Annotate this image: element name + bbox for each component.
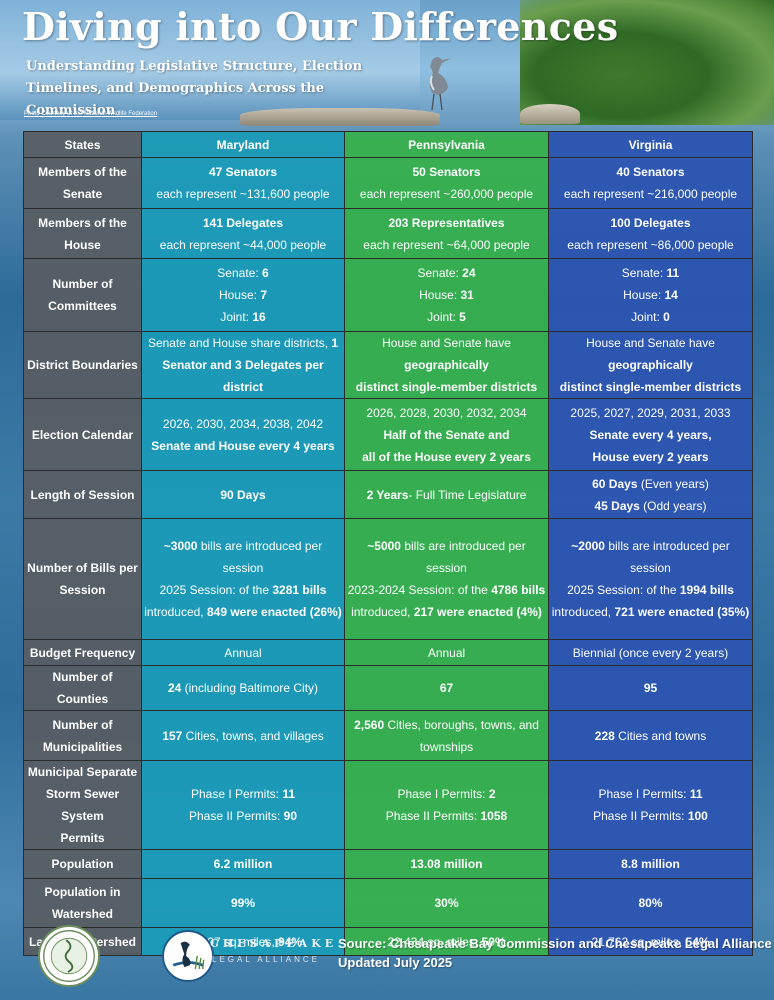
cell-pa: 2026, 2028, 2030, 2032, 2034 Half of the … bbox=[344, 398, 549, 471]
legal-alliance-subtitle: LEGAL ALLIANCE bbox=[212, 955, 320, 964]
cell-md: 90 Days bbox=[141, 470, 345, 519]
row-label: Election Calendar bbox=[23, 398, 142, 471]
comparison-table: States Maryland Pennsylvania Virginia Me… bbox=[23, 131, 753, 956]
row-label: District Boundaries bbox=[23, 331, 142, 399]
header-virginia: Virginia bbox=[548, 131, 753, 158]
heron-illustration bbox=[429, 57, 452, 111]
cell-md: 6.2 million bbox=[141, 849, 345, 879]
row-label: Population in Watershed bbox=[23, 878, 142, 928]
table-row: Election Calendar 2026, 2030, 2034, 2038… bbox=[23, 398, 753, 471]
row-label: Number of Counties bbox=[23, 665, 142, 711]
cell-pa: Phase I Permits: 2 Phase II Permits: 1058 bbox=[344, 760, 549, 850]
table-row: Members of the House 141 Delegates each re… bbox=[23, 208, 753, 259]
header-maryland: Maryland bbox=[141, 131, 345, 158]
cell-md: 157 Cities, towns, and villages bbox=[141, 710, 345, 761]
rock-outcrop-right bbox=[520, 104, 580, 124]
cell-pa: Senate: 24 House: 31 Joint: 5 bbox=[344, 258, 549, 332]
cell-md: 141 Delegates each represent ~44,000 peop… bbox=[141, 208, 345, 259]
cell-va: ~2000 bills are introduced per session 2… bbox=[548, 518, 753, 640]
cell-pa: 50 Senators each represent ~260,000 peopl… bbox=[344, 157, 549, 209]
page-subtitle: Understanding Legislative Structure, Ele… bbox=[26, 56, 406, 122]
legal-alliance-logo bbox=[162, 930, 214, 982]
source-note: Source: Chesapeake Bay Commission and Ch… bbox=[338, 934, 772, 972]
cell-pa: 2 Years- Full Time Legislature bbox=[344, 470, 549, 519]
cell-md: Senate and House share districts, 1 Senat… bbox=[141, 331, 345, 399]
cell-va: 228 Cities and towns bbox=[548, 710, 753, 761]
updated-line: Updated July 2025 bbox=[338, 955, 453, 970]
table-row: Length of Session 90 Days 2 Years- Full … bbox=[23, 470, 753, 519]
row-label: Population bbox=[23, 849, 142, 879]
rock-outcrop bbox=[240, 108, 440, 126]
cell-md: 2026, 2030, 2034, 2038, 2042 Senate and H… bbox=[141, 398, 345, 471]
subtitle-line: Understanding Legislative Structure, Ele… bbox=[26, 59, 363, 74]
cell-va: 2025, 2027, 2029, 2031, 2033 Senate every… bbox=[548, 398, 753, 471]
cell-pa: Annual bbox=[344, 639, 549, 666]
cell-va: 60 Days (Even years) 45 Days (Odd years) bbox=[548, 470, 753, 519]
commission-seal-logo bbox=[38, 925, 100, 987]
cell-pa: 203 Representatives each represent ~64,00… bbox=[344, 208, 549, 259]
photo-credit-link[interactable]: Photo Courtesy of the National Wildlife … bbox=[24, 111, 158, 117]
table-row: Number of Committees Senate: 6 House: 7 J… bbox=[23, 258, 753, 332]
cell-va: 80% bbox=[548, 878, 753, 928]
cell-va: Phase I Permits: 11 Phase II Permits: 100 bbox=[548, 760, 753, 850]
row-label: Members of the Senate bbox=[23, 157, 142, 209]
table-row: Population in Watershed 99% 30% 80% bbox=[23, 878, 753, 928]
table-row: Number of Municipalities 157 Cities, town… bbox=[23, 710, 753, 761]
table-row: District Boundaries Senate and House sha… bbox=[23, 331, 753, 399]
row-label: Municipal Separate Storm Sewer System Perm… bbox=[23, 760, 142, 850]
header-pennsylvania: Pennsylvania bbox=[344, 131, 549, 158]
cell-va: House and Senate have geographically dist… bbox=[548, 331, 753, 399]
cell-va: 40 Senators each represent ~216,000 peopl… bbox=[548, 157, 753, 209]
cell-md: Annual bbox=[141, 639, 345, 666]
cell-md: Phase I Permits: 11 Phase II Permits: 90 bbox=[141, 760, 345, 850]
table-row: Number of Bills per Session ~3000 bills a… bbox=[23, 518, 753, 640]
cell-md: Senate: 6 House: 7 Joint: 16 bbox=[141, 258, 345, 332]
row-label: Length of Session bbox=[23, 470, 142, 519]
cell-pa: ~5000 bills are introduced per session 2… bbox=[344, 518, 549, 640]
cell-md: 99% bbox=[141, 878, 345, 928]
cell-va: 21,762 sq. miles, 54% bbox=[548, 927, 753, 956]
cell-pa: 30% bbox=[344, 878, 549, 928]
header-states: States bbox=[23, 131, 142, 158]
cell-va: Biennial (once every 2 years) bbox=[548, 639, 753, 666]
row-label: Number of Committees bbox=[23, 258, 142, 332]
table-row: Municipal Separate Storm Sewer System Perm… bbox=[23, 760, 753, 850]
cell-va: 95 bbox=[548, 665, 753, 711]
table-row: Number of Counties 24 (including Baltimo… bbox=[23, 665, 753, 711]
table-row: Members of the Senate 47 Senators each rep… bbox=[23, 157, 753, 209]
table-row: Budget Frequency Annual Annual Biennial … bbox=[23, 639, 753, 666]
cell-pa: House and Senate have geographically dist… bbox=[344, 331, 549, 399]
row-label: Members of the House bbox=[23, 208, 142, 259]
table-row: Population 6.2 million 13.08 million 8.8… bbox=[23, 849, 753, 879]
cell-md: ~3000 bills are introduced per session 2… bbox=[141, 518, 345, 640]
sky-background bbox=[0, 0, 420, 120]
cell-va: 8.8 million bbox=[548, 849, 753, 879]
source-line: Source: Chesapeake Bay Commission and Ch… bbox=[338, 936, 772, 951]
cell-pa: 67 bbox=[344, 665, 549, 711]
cell-pa: 13.08 million bbox=[344, 849, 549, 879]
row-label: Number of Bills per Session bbox=[23, 518, 142, 640]
cell-pa: 2,560 Cities, boroughs, towns, and townsh… bbox=[344, 710, 549, 761]
row-label: Number of Municipalities bbox=[23, 710, 142, 761]
row-label: Budget Frequency bbox=[23, 639, 142, 666]
cell-md: 47 Senators each represent ~131,600 peopl… bbox=[141, 157, 345, 209]
subtitle-line: Timelines, and Demographics Across the C… bbox=[26, 81, 325, 118]
cell-pa: 22,434 sq. miles, 50% bbox=[344, 927, 549, 956]
cell-va: 100 Delegates each represent ~86,000 peop… bbox=[548, 208, 753, 259]
legal-alliance-name: CHESAPEAKE bbox=[210, 937, 338, 950]
header-row: States Maryland Pennsylvania Virginia bbox=[23, 131, 753, 158]
cell-md: 24 (including Baltimore City) bbox=[141, 665, 345, 711]
page-title: Diving into Our Differences bbox=[22, 4, 619, 49]
cell-va: Senate: 11 House: 14 Joint: 0 bbox=[548, 258, 753, 332]
